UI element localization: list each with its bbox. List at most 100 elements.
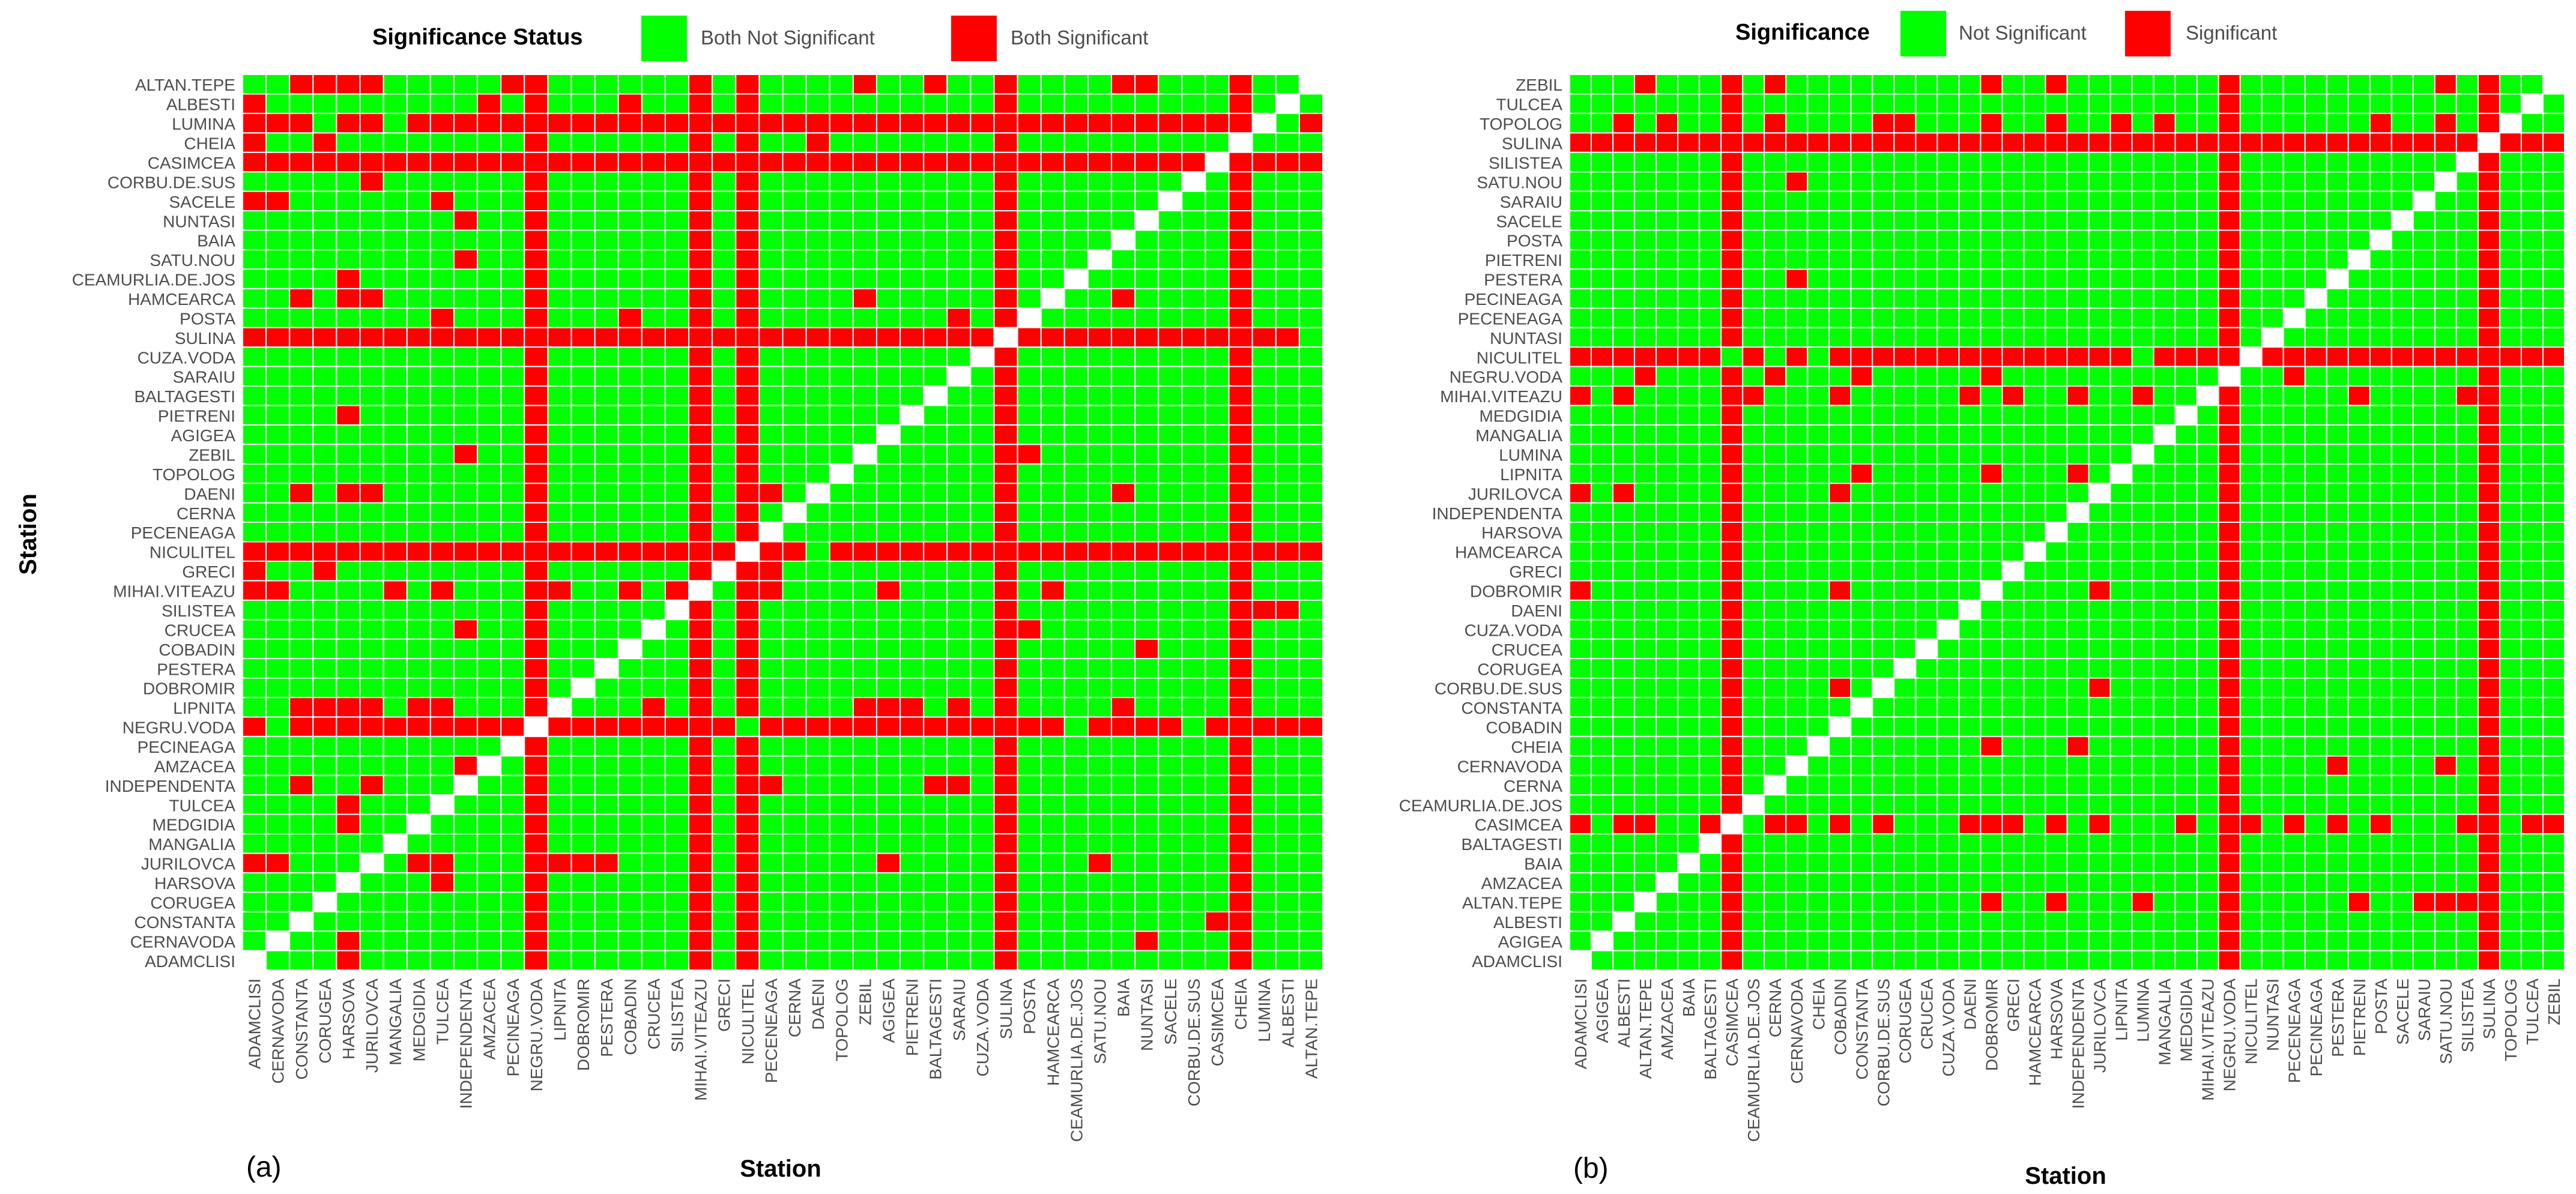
heatmap-cell	[664, 424, 690, 445]
heatmap-cell	[782, 735, 807, 757]
heatmap-cell	[2347, 288, 2371, 309]
heatmap-cell	[993, 755, 1018, 776]
heatmap-cell	[923, 833, 948, 854]
heatmap-cell	[758, 950, 784, 971]
heatmap-cell	[617, 541, 642, 562]
heatmap-cell	[2499, 190, 2522, 212]
heatmap-cell	[805, 522, 830, 543]
heatmap-cell	[2542, 249, 2565, 270]
heatmap-cell	[1569, 502, 1592, 523]
heatmap-cell	[1040, 891, 1065, 912]
heatmap-cell	[336, 463, 361, 484]
heatmap-cell	[1569, 911, 1592, 932]
heatmap-cell	[1785, 774, 1809, 796]
heatmap-cell	[594, 735, 619, 757]
heatmap-cell	[946, 249, 972, 270]
heatmap-cell	[336, 112, 361, 134]
diagonal-cell	[1807, 736, 1830, 756]
y-tick-label-a-amzacea: AMZACEA	[154, 757, 236, 776]
legend-b-sig-label: Significant	[2186, 22, 2277, 44]
heatmap-cell	[1612, 872, 1636, 893]
heatmap-cell	[2088, 424, 2111, 445]
heatmap-cell	[782, 774, 807, 796]
heatmap-cell	[570, 755, 596, 776]
heatmap-cell	[570, 658, 596, 679]
heatmap-cell	[641, 735, 666, 757]
heatmap-cell	[993, 502, 1018, 523]
heatmap-cell	[1699, 950, 1722, 971]
y-tick-label-a-jurilovca: JURILOVCA	[141, 855, 235, 873]
heatmap-cell	[2153, 112, 2176, 134]
heatmap-cell	[782, 366, 807, 387]
heatmap-cell	[1850, 502, 1873, 523]
heatmap-cell	[2499, 288, 2522, 309]
heatmap-cell	[500, 658, 525, 679]
heatmap-cell	[2066, 249, 2090, 270]
heatmap-cell	[2239, 774, 2263, 796]
heatmap-cell	[2304, 541, 2327, 562]
heatmap-cell	[1915, 658, 1938, 679]
heatmap-cell	[1111, 366, 1136, 387]
heatmap-cell	[1699, 307, 1722, 328]
heatmap-cell	[2196, 755, 2219, 776]
heatmap-cell	[1828, 74, 1852, 95]
heatmap-cell	[2477, 774, 2500, 796]
heatmap-cell	[500, 483, 525, 504]
heatmap-cell	[1720, 463, 1744, 484]
heatmap-cell	[2282, 522, 2306, 543]
heatmap-cell	[735, 171, 760, 192]
heatmap-cell	[688, 696, 713, 718]
heatmap-cell	[382, 288, 408, 309]
heatmap-cell	[875, 950, 901, 971]
heatmap-cell	[1655, 385, 1679, 406]
heatmap-cell	[2088, 813, 2111, 834]
heatmap-cell	[1655, 463, 1679, 484]
heatmap-cell	[2304, 833, 2327, 854]
heatmap-cell	[2499, 346, 2522, 367]
heatmap-cell	[2455, 522, 2479, 543]
heatmap-cell	[1785, 891, 1809, 912]
heatmap-cell	[1720, 522, 1744, 543]
heatmap-cell	[2455, 132, 2479, 153]
heatmap-cell	[594, 580, 619, 601]
heatmap-cell	[406, 677, 431, 698]
heatmap-cell	[2023, 307, 2046, 328]
heatmap-cell	[406, 424, 431, 445]
heatmap-cell	[1063, 463, 1089, 484]
heatmap-cell	[2282, 852, 2306, 873]
heatmap-cell	[1764, 171, 1787, 192]
heatmap-cell	[2131, 307, 2154, 328]
heatmap-cell	[2174, 541, 2198, 562]
heatmap-cell	[1807, 463, 1830, 484]
heatmap-cell	[875, 658, 901, 679]
heatmap-cell	[617, 774, 642, 796]
heatmap-cell	[852, 580, 877, 601]
heatmap-cell	[547, 560, 572, 582]
heatmap-cell	[2174, 813, 2198, 834]
y-tick-label-b-jurilovca: JURILOVCA	[1468, 484, 1562, 503]
heatmap-cell	[2066, 794, 2090, 815]
heatmap-cell	[2153, 619, 2176, 640]
heatmap-cell	[1677, 716, 1701, 737]
heatmap-cell	[1807, 385, 1830, 406]
heatmap-cell	[1807, 794, 1830, 815]
heatmap-cell	[265, 249, 291, 270]
heatmap-cell	[617, 833, 642, 854]
heatmap-cell	[2001, 74, 2025, 95]
heatmap-cell	[2153, 210, 2176, 231]
heatmap-cell	[2088, 522, 2111, 543]
heatmap-cell	[735, 716, 760, 737]
heatmap-cell	[500, 424, 525, 445]
heatmap-cell	[1828, 288, 1852, 309]
heatmap-cell	[1228, 249, 1253, 270]
heatmap-cell	[1087, 599, 1113, 621]
heatmap-cell	[2326, 619, 2349, 640]
heatmap-cell	[429, 911, 455, 932]
heatmap-cell	[2520, 872, 2544, 893]
y-tick-label-b-pecineaga: PECINEAGA	[1465, 290, 1563, 309]
y-tick-label-b-amzacea: AMZACEA	[1481, 874, 1563, 893]
heatmap-cell	[946, 677, 972, 698]
heatmap-cell	[875, 696, 901, 718]
heatmap-cell	[641, 268, 666, 289]
heatmap-cell	[641, 307, 666, 328]
